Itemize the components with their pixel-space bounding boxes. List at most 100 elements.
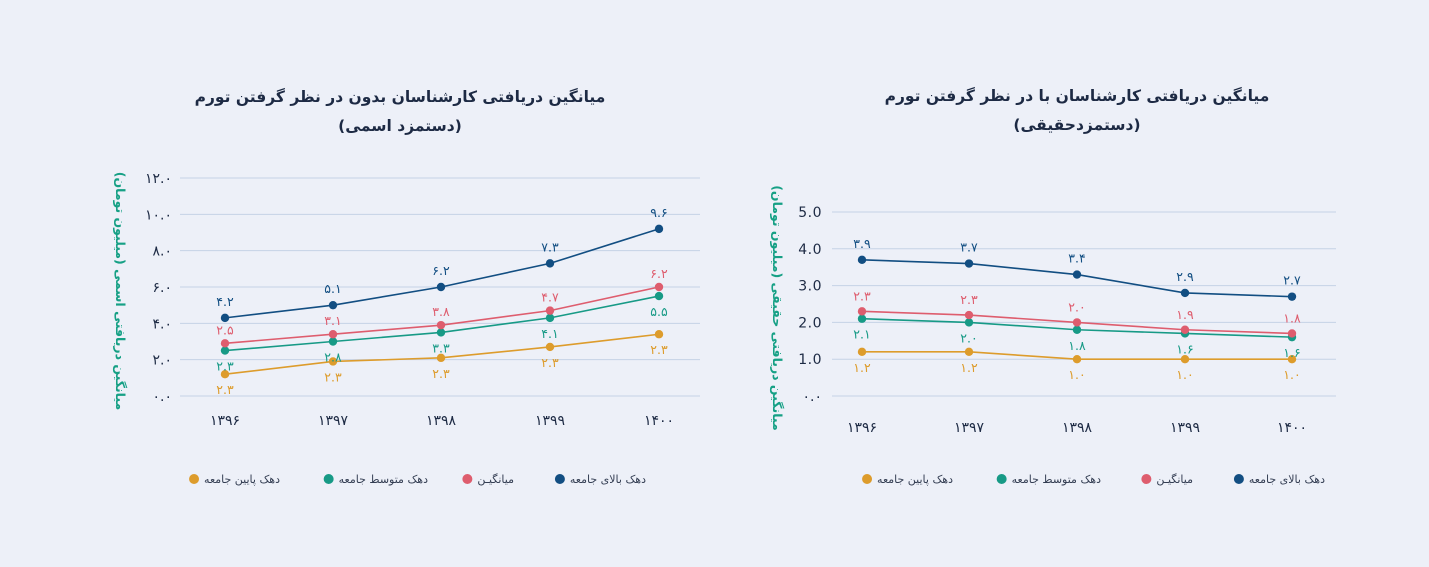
- legend-marker-mid: [996, 474, 1007, 484]
- y-tick-label: ۶.۰: [153, 280, 173, 296]
- data-point-mid: [964, 318, 974, 327]
- data-label-low: ۲.۳: [324, 369, 342, 384]
- data-point-avg: [436, 320, 446, 330]
- data-point-avg: [545, 306, 555, 315]
- data-point-mid: [436, 328, 446, 337]
- data-point-top: [964, 259, 974, 268]
- data-label-mid: ۲.۱: [853, 327, 870, 342]
- data-label-mid: ۵.۵: [650, 304, 668, 319]
- x-tick-label: ۱۳۹۹: [535, 413, 565, 429]
- data-label-mid: ۴.۱: [541, 326, 558, 341]
- data-label-avg: ۲.۳: [853, 288, 871, 303]
- data-point-avg: [220, 339, 230, 348]
- data-label-avg: ۳.۱: [324, 313, 341, 328]
- data-label-low: ۱.۰: [1176, 367, 1193, 382]
- data-point-mid: [1072, 325, 1082, 334]
- data-label-top: ۳.۹: [853, 236, 871, 251]
- legend-marker-top: [1233, 474, 1244, 484]
- data-point-avg: [1287, 329, 1297, 338]
- data-label-low: ۲.۳: [541, 355, 559, 370]
- x-tick-label: ۱۴۰۰: [1277, 420, 1307, 436]
- data-label-low: ۱.۲: [853, 360, 871, 375]
- y-tick-label: ۸.۰: [153, 244, 173, 260]
- legend-label-low: دهک پایین جامعه: [204, 473, 280, 486]
- data-label-low: ۲.۳: [216, 382, 234, 397]
- legend-marker-low: [189, 474, 200, 484]
- x-tick-label: ۱۳۹۷: [318, 413, 349, 429]
- data-label-low: ۱.۲: [960, 360, 978, 375]
- y-axis-label: میانگین دریافتی اسمی (میلیون تومان): [113, 172, 128, 410]
- x-tick-label: ۱۳۹۶: [210, 413, 240, 429]
- data-label-top: ۷.۳: [541, 239, 559, 254]
- data-point-top: [436, 282, 446, 292]
- legend-label-mid: دهک متوسط جامعه: [1012, 473, 1101, 486]
- data-point-low: [857, 347, 867, 357]
- data-label-top: ۶.۲: [432, 263, 450, 278]
- data-point-low: [545, 342, 555, 352]
- data-label-top: ۹.۶: [650, 205, 667, 220]
- legend-label-low: دهک پایین جامعه: [877, 473, 953, 486]
- legend-label-avg: میانگیـن: [477, 473, 514, 486]
- data-label-avg: ۲.۰: [1068, 299, 1085, 314]
- x-tick-label: ۱۳۹۶: [847, 420, 877, 436]
- data-label-top: ۵.۱: [324, 281, 341, 296]
- data-point-low: [1072, 355, 1082, 364]
- data-label-avg: ۶.۲: [650, 266, 668, 281]
- x-tick-label: ۱۳۹۸: [1062, 420, 1093, 436]
- legend-label-avg: میانگیـن: [1156, 473, 1193, 486]
- y-tick-label: ۴.۰: [153, 316, 173, 332]
- data-label-top: ۳.۴: [1068, 251, 1085, 266]
- data-label-mid: ۲.۳: [216, 359, 234, 374]
- data-label-avg: ۴.۷: [541, 290, 559, 305]
- data-point-low: [964, 347, 974, 357]
- legend-marker-top: [554, 474, 565, 484]
- y-tick-label: ۱۲.۰: [145, 171, 172, 187]
- data-point-low: [436, 353, 446, 363]
- data-label-mid: ۱.۸: [1068, 338, 1086, 353]
- data-label-avg: ۳.۸: [432, 304, 450, 319]
- y-tick-label: ۲.۰: [153, 353, 173, 369]
- data-label-avg: ۲.۳: [960, 292, 978, 307]
- data-point-avg: [1180, 325, 1190, 334]
- data-point-avg: [857, 307, 867, 316]
- data-point-top: [220, 313, 230, 323]
- data-point-mid: [220, 346, 230, 355]
- data-label-mid: ۳.۳: [432, 340, 450, 355]
- x-tick-label: ۱۳۹۷: [954, 420, 985, 436]
- legend-marker-low: [862, 474, 873, 484]
- data-label-top: ۴.۲: [216, 294, 234, 309]
- data-point-avg: [328, 330, 338, 339]
- data-point-low: [220, 370, 230, 379]
- x-tick-label: ۱۳۹۸: [426, 413, 457, 429]
- y-tick-label: 2.0: [798, 315, 822, 331]
- data-label-low: ۱.۰: [1283, 367, 1300, 382]
- data-point-mid: [857, 314, 867, 323]
- data-point-top: [857, 255, 867, 265]
- y-tick-label: ۱۰.۰: [145, 207, 172, 223]
- data-point-low: [328, 357, 338, 366]
- data-point-low: [654, 330, 664, 339]
- chart-title: میانگین دریافتی کارشناسان بدون در نظر گر…: [195, 87, 606, 106]
- data-point-low: [1287, 355, 1297, 364]
- data-point-top: [1287, 292, 1297, 301]
- data-label-mid: ۱.۶: [1176, 341, 1193, 356]
- data-label-low: ۲.۳: [650, 342, 668, 357]
- legend-label-top: دهک بالای جامعه: [1249, 473, 1325, 486]
- data-point-top: [1180, 288, 1190, 298]
- legend-marker-avg: [1141, 474, 1152, 484]
- y-axis-label: میانگین دریافتی حقیقی (میلیون تومان): [770, 185, 785, 431]
- data-point-mid: [328, 337, 338, 346]
- data-point-avg: [654, 282, 664, 292]
- data-label-top: ۲.۷: [1283, 273, 1301, 288]
- x-tick-label: ۱۳۹۹: [1170, 420, 1200, 436]
- data-point-avg: [964, 310, 974, 320]
- y-tick-label: 4.0: [798, 242, 822, 258]
- y-tick-label: 1.0: [798, 352, 822, 368]
- data-point-top: [654, 224, 664, 234]
- data-point-top: [1072, 270, 1082, 279]
- data-point-avg: [1072, 318, 1082, 327]
- data-label-top: ۳.۷: [960, 240, 978, 255]
